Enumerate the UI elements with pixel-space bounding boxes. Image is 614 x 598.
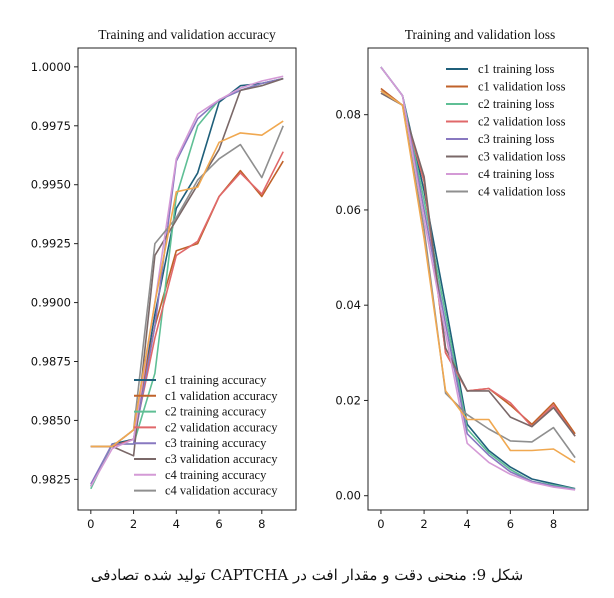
y-tick-label: 1.0000 (31, 60, 71, 74)
y-tick-label: 0.9975 (31, 119, 71, 133)
chart-title: Training and validation accuracy (98, 27, 276, 42)
legend-label: c2 training accuracy (165, 405, 267, 419)
series-line-6 (380, 92, 576, 437)
series-line-9 (380, 90, 576, 464)
x-tick-label: 2 (420, 517, 427, 531)
x-tick-label: 8 (258, 517, 265, 531)
legend-label: c1 training loss (478, 62, 555, 76)
legend-label: c4 training loss (478, 167, 555, 181)
legend-label: c1 validation loss (478, 80, 566, 94)
legend-label: c2 validation loss (478, 115, 566, 129)
y-tick-label: 0.9850 (31, 413, 71, 427)
legend: c1 training loss c1 validation loss c2 tra… (446, 62, 566, 199)
legend-label: c3 training loss (478, 132, 555, 146)
legend-label: c1 training accuracy (165, 373, 267, 387)
axes-frame (77, 47, 297, 511)
legend-label: c4 validation loss (478, 185, 566, 199)
legend-label: c2 training loss (478, 97, 555, 111)
legend-label: c3 training accuracy (165, 436, 267, 450)
y-tick-label: 0.06 (335, 203, 361, 217)
y-tick-label: 0.9900 (31, 296, 71, 310)
y-tick-label: 0.9875 (31, 355, 71, 369)
x-tick-label: 6 (507, 517, 514, 531)
figure: Training and validation accuracy 0 2 4 6 8 0.9… (31, 27, 589, 531)
x-tick-label: 8 (550, 517, 557, 531)
x-tick-label: 0 (87, 517, 94, 531)
y-tick-label: 0.9950 (31, 178, 71, 192)
series-line-6 (90, 77, 284, 457)
legend: c1 training accuracy c1 validation accura… (134, 373, 278, 498)
x-tick-label: 0 (377, 517, 384, 531)
chart-1: Training and validation accuracy 0 2 4 6 8 0.9… (31, 27, 297, 531)
y-tick-label: 0.9925 (31, 237, 71, 251)
series-line-5 (380, 66, 576, 491)
legend-label: c4 validation accuracy (165, 484, 278, 498)
y-tick-label: 0.9825 (31, 472, 71, 486)
legend-label: c3 validation loss (478, 150, 566, 164)
series-line-9 (90, 120, 284, 448)
x-tick-label: 4 (173, 517, 180, 531)
series-line-4 (90, 151, 284, 448)
y-tick-label: 0.00 (335, 489, 361, 503)
x-tick-label: 2 (130, 517, 137, 531)
series-group (90, 75, 284, 490)
legend-label: c2 validation accuracy (165, 420, 278, 434)
y-tick-label: 0.08 (335, 108, 361, 122)
legend-label: c4 training accuracy (165, 468, 267, 482)
y-tick-label: 0.04 (335, 298, 361, 312)
y-tick-label: 0.02 (335, 393, 361, 407)
series-line-7 (380, 66, 576, 491)
x-tick-label: 4 (464, 517, 471, 531)
legend-label: c1 validation accuracy (165, 389, 278, 403)
chart-2: Training and validation loss 0 2 4 6 8 0.00 0.0… (335, 27, 589, 531)
axes-frame (367, 47, 589, 511)
figure-caption: شکل 9: منحنی دقت و مقدار افت در CAPTCHA … (90, 566, 524, 584)
series-line-7 (90, 75, 284, 487)
x-tick-label: 6 (215, 517, 222, 531)
legend-label: c3 validation accuracy (165, 452, 278, 466)
chart-title: Training and validation loss (405, 27, 556, 42)
series-group (380, 66, 576, 491)
